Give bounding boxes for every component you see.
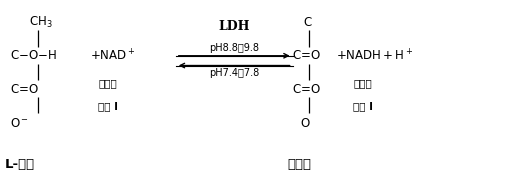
Text: pH8.8～9.8: pH8.8～9.8 <box>209 43 259 53</box>
Text: L-乳酸: L-乳酸 <box>5 158 35 171</box>
Text: pH7.4～7.8: pH7.4～7.8 <box>209 68 259 78</box>
Text: $\mathrm{CH_3}$: $\mathrm{CH_3}$ <box>29 15 52 30</box>
Text: $\mathrm{C{\!=\!}O}$: $\mathrm{C{\!=\!}O}$ <box>292 83 322 96</box>
Text: 氧化型: 氧化型 <box>98 78 117 88</box>
Text: $\mathrm{C{\!=\!}O}$: $\mathrm{C{\!=\!}O}$ <box>10 83 39 96</box>
Text: $\mathrm{C{\!=\!}O}$: $\mathrm{C{\!=\!}O}$ <box>292 49 322 62</box>
Text: $\mathrm{+NAD^+}$: $\mathrm{+NAD^+}$ <box>90 48 135 63</box>
Text: 丙酮酸: 丙酮酸 <box>288 158 312 171</box>
Text: $\mathrm{O^-}$: $\mathrm{O^-}$ <box>10 117 29 130</box>
Text: $\mathrm{C}$: $\mathrm{C}$ <box>303 16 313 29</box>
Text: $\mathrm{O}$: $\mathrm{O}$ <box>300 117 311 130</box>
Text: 还原型: 还原型 <box>353 78 372 88</box>
Text: $\mathrm{+NADH+H^+}$: $\mathrm{+NADH+H^+}$ <box>336 48 413 63</box>
Text: LDH: LDH <box>218 20 250 33</box>
Text: 輔鈥 Ⅰ: 輔鈥 Ⅰ <box>353 101 374 111</box>
Text: 輔鈥 Ⅰ: 輔鈥 Ⅰ <box>98 101 118 111</box>
Text: $\mathrm{C{-}O{-}H}$: $\mathrm{C{-}O{-}H}$ <box>10 49 56 62</box>
